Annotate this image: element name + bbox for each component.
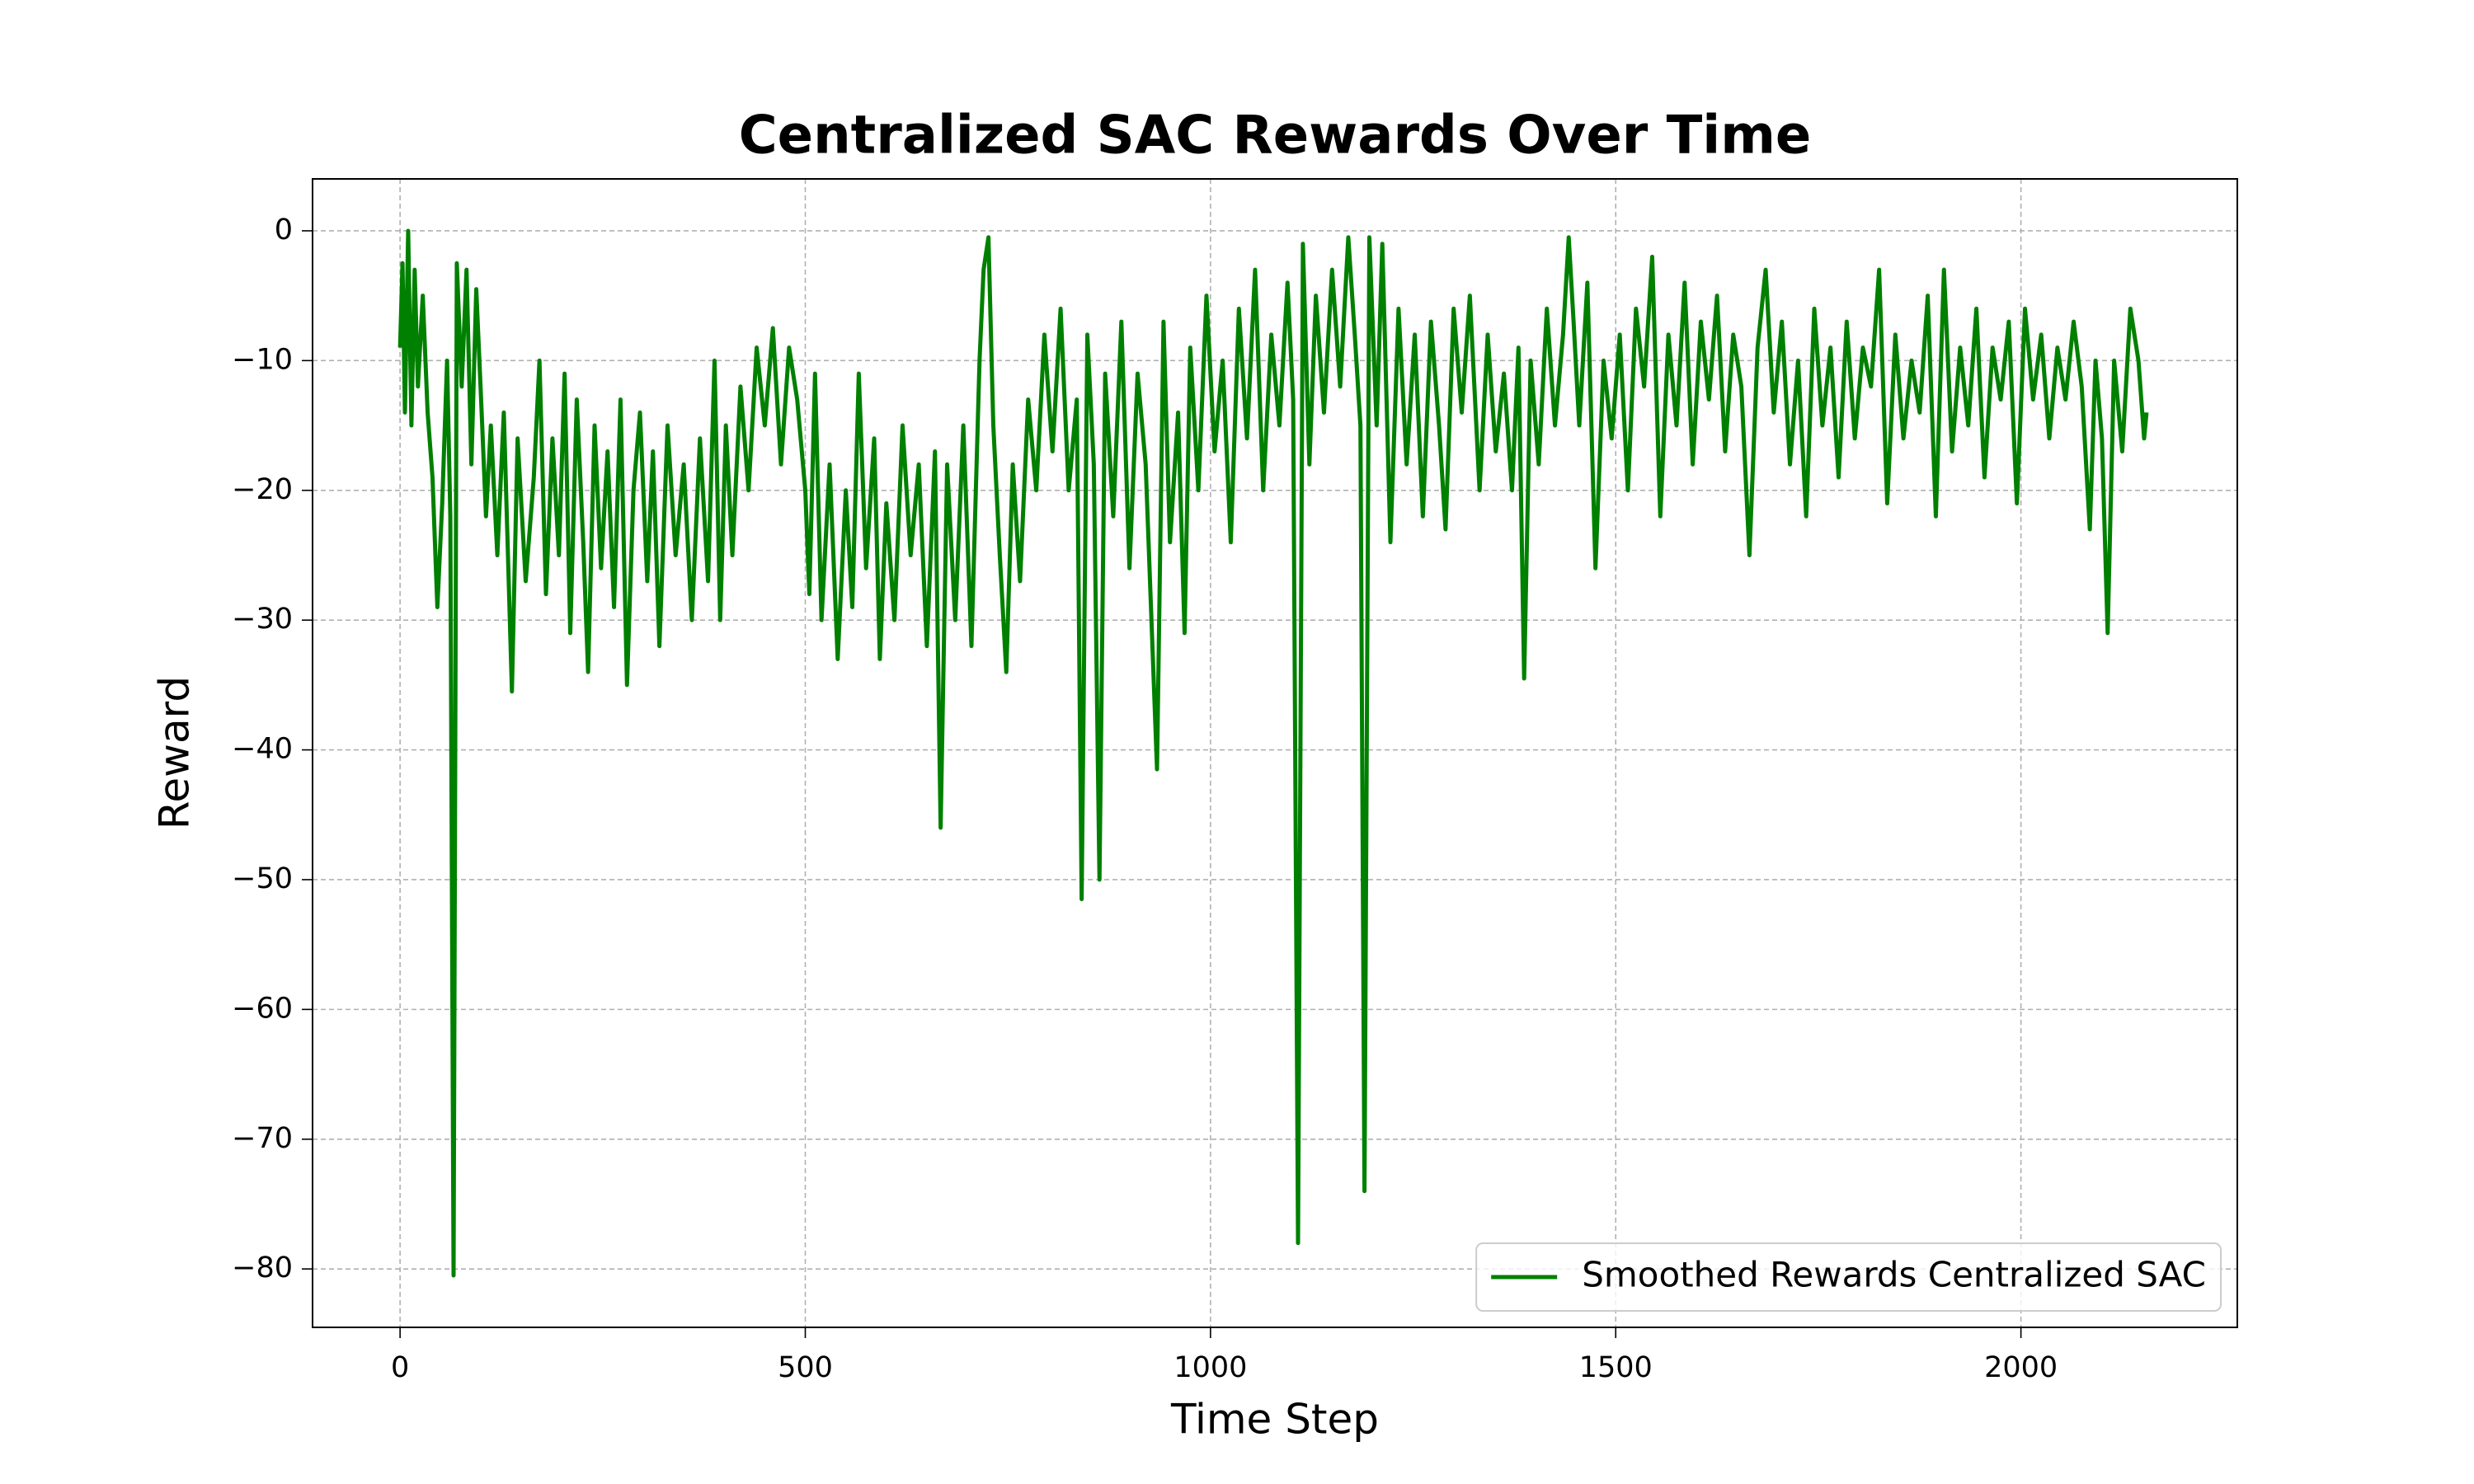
legend: Smoothed Rewards Centralized SAC [1475,1242,2222,1312]
y-tick-label: −50 [232,862,293,895]
y-tick-label: −20 [232,473,293,506]
legend-box [1475,1242,2222,1312]
x-tick-label: 2000 [1984,1351,2058,1384]
y-tick-label: −70 [232,1122,293,1155]
legend-label: Smoothed Rewards Centralized SAC [1582,1255,2206,1295]
plot-frame [312,178,2238,1328]
x-tick-label: 1000 [1174,1351,1247,1384]
chart-title: Centralized SAC Rewards Over Time [739,106,1812,167]
x-tick-label: 500 [778,1351,833,1384]
y-tick-label: −60 [232,992,293,1025]
x-tick-label: 1500 [1579,1351,1653,1384]
x-axis-label: Time Step [1170,1396,1379,1444]
data-line [397,228,2149,1278]
y-tick-label: −40 [232,733,293,766]
y-axis-label: Reward [151,676,199,829]
y-tick-label: 0 [275,214,293,247]
y-tick-label: −10 [232,343,293,376]
y-tick-label: −30 [232,603,293,636]
x-tick-label: 0 [391,1351,409,1384]
y-tick-label: −80 [232,1252,293,1284]
